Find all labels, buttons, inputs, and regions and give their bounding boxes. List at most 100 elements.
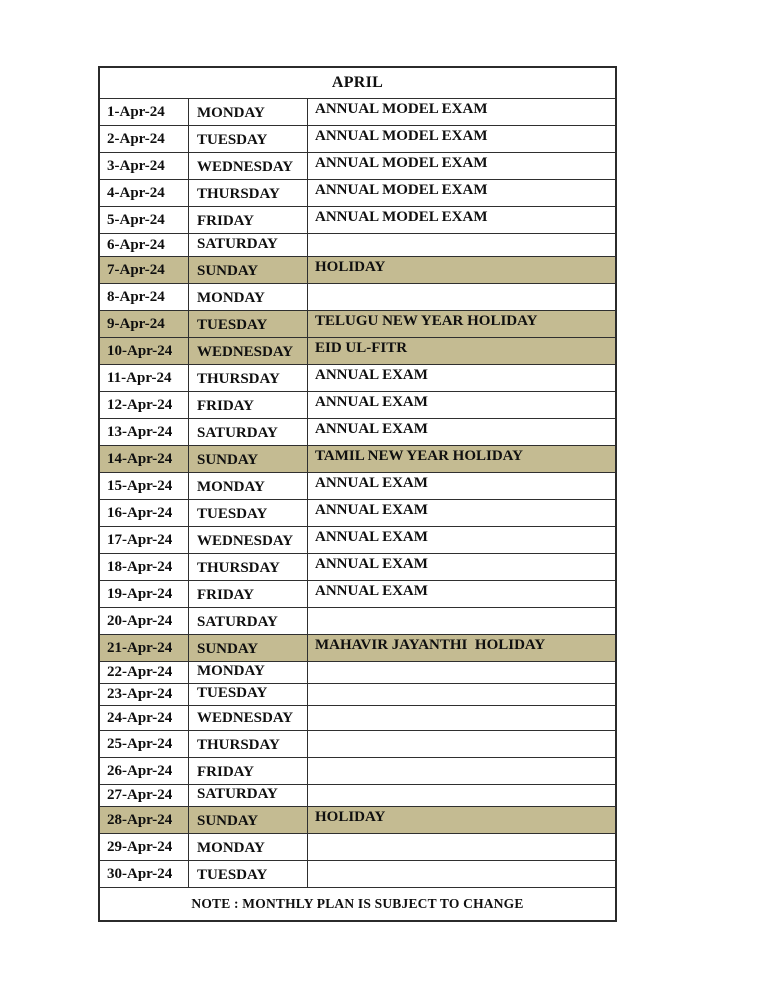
table-row: 20-Apr-24 SATURDAY (100, 607, 615, 634)
day-cell: MONDAY (188, 99, 307, 125)
date-cell: 26-Apr-24 (107, 762, 173, 779)
table-row: 3-Apr-24 WEDNESDAY ANNUAL MODEL EXAM (100, 152, 615, 179)
day-cell: TUESDAY (188, 311, 307, 337)
table-row: 1-Apr-24 MONDAY ANNUAL MODEL EXAM (100, 98, 615, 125)
date-cell: 10-Apr-24 (107, 342, 173, 359)
table-row: 28-Apr-24 SUNDAY HOLIDAY (100, 806, 615, 833)
day-cell: THURSDAY (188, 554, 307, 580)
date-cell: 9-Apr-24 (107, 315, 165, 332)
date-cell: 25-Apr-24 (107, 735, 173, 752)
date-cell: 8-Apr-24 (107, 288, 165, 305)
day-cell: WEDNESDAY (188, 338, 307, 364)
day-cell: SUNDAY (188, 446, 307, 472)
date-cell: 2-Apr-24 (107, 130, 165, 147)
event-cell: ANNUAL EXAM (307, 392, 615, 418)
event-cell: HOLIDAY (307, 807, 615, 833)
month-header-row: APRIL (100, 68, 615, 98)
table-row: 6-Apr-24 SATURDAY (100, 233, 615, 256)
date-cell: 30-Apr-24 (107, 865, 173, 882)
date-cell: 19-Apr-24 (107, 585, 173, 602)
table-row: 14-Apr-24 SUNDAY TAMIL NEW YEAR HOLIDAY (100, 445, 615, 472)
date-cell: 23-Apr-24 (107, 686, 173, 702)
day-cell: FRIDAY (188, 758, 307, 784)
table-row: 23-Apr-24 TUESDAY (100, 683, 615, 705)
table-row: 29-Apr-24 MONDAY (100, 833, 615, 860)
table-row: 30-Apr-24 TUESDAY (100, 860, 615, 887)
date-cell: 17-Apr-24 (107, 531, 173, 548)
table-row: 12-Apr-24 FRIDAY ANNUAL EXAM (100, 391, 615, 418)
event-cell: ANNUAL MODEL EXAM (307, 180, 615, 206)
table-row: 10-Apr-24 WEDNESDAY EID UL-FITR (100, 337, 615, 364)
day-cell: MONDAY (188, 473, 307, 499)
date-cell: 4-Apr-24 (107, 184, 165, 201)
date-cell: 1-Apr-24 (107, 103, 165, 120)
table-row: 18-Apr-24 THURSDAY ANNUAL EXAM (100, 553, 615, 580)
footer-note-row: NOTE : MONTHLY PLAN IS SUBJECT TO CHANGE (100, 887, 615, 920)
event-cell (307, 234, 615, 256)
day-cell: THURSDAY (188, 731, 307, 757)
date-cell: 13-Apr-24 (107, 423, 173, 440)
event-cell (307, 608, 615, 634)
day-cell: SUNDAY (188, 257, 307, 283)
table-row: 11-Apr-24 THURSDAY ANNUAL EXAM (100, 364, 615, 391)
event-cell: ANNUAL MODEL EXAM (307, 126, 615, 152)
day-cell: FRIDAY (188, 392, 307, 418)
table-row: 8-Apr-24 MONDAY (100, 283, 615, 310)
event-cell (307, 785, 615, 806)
date-cell: 11-Apr-24 (107, 369, 172, 386)
table-row: 22-Apr-24 MONDAY (100, 661, 615, 683)
day-cell: WEDNESDAY (188, 706, 307, 730)
event-cell: ANNUAL EXAM (307, 473, 615, 499)
table-row: 27-Apr-24 SATURDAY (100, 784, 615, 806)
day-cell: FRIDAY (188, 581, 307, 607)
day-cell: SATURDAY (188, 785, 307, 806)
date-cell: 6-Apr-24 (107, 236, 165, 253)
table-row: 13-Apr-24 SATURDAY ANNUAL EXAM (100, 418, 615, 445)
day-cell: TUESDAY (188, 500, 307, 526)
event-cell (307, 758, 615, 784)
table-row: 26-Apr-24 FRIDAY (100, 757, 615, 784)
table-row: 15-Apr-24 MONDAY ANNUAL EXAM (100, 472, 615, 499)
event-cell (307, 834, 615, 860)
date-cell: 20-Apr-24 (107, 612, 173, 629)
day-cell: THURSDAY (188, 180, 307, 206)
table-row: 7-Apr-24 SUNDAY HOLIDAY (100, 256, 615, 283)
event-cell: ANNUAL MODEL EXAM (307, 99, 615, 125)
date-cell: 15-Apr-24 (107, 477, 173, 494)
table-row: 24-Apr-24 WEDNESDAY (100, 705, 615, 730)
event-cell (307, 861, 615, 887)
event-cell: EID UL-FITR (307, 338, 615, 364)
date-cell: 3-Apr-24 (107, 157, 165, 174)
table-row: 19-Apr-24 FRIDAY ANNUAL EXAM (100, 580, 615, 607)
event-cell: ANNUAL EXAM (307, 419, 615, 445)
date-cell: 5-Apr-24 (107, 211, 165, 228)
date-cell: 14-Apr-24 (107, 450, 173, 467)
event-cell: ANNUAL EXAM (307, 581, 615, 607)
table-row: 4-Apr-24 THURSDAY ANNUAL MODEL EXAM (100, 179, 615, 206)
day-cell: WEDNESDAY (188, 527, 307, 553)
date-cell: 24-Apr-24 (107, 709, 173, 726)
event-cell (307, 284, 615, 310)
day-cell: TUESDAY (188, 684, 307, 705)
event-cell: ANNUAL MODEL EXAM (307, 207, 615, 233)
table-row: 5-Apr-24 FRIDAY ANNUAL MODEL EXAM (100, 206, 615, 233)
date-cell: 12-Apr-24 (107, 396, 173, 413)
monthly-plan-table: APRIL 1-Apr-24 MONDAY ANNUAL MODEL EXAM … (98, 66, 617, 922)
day-cell: SUNDAY (188, 807, 307, 833)
day-cell: SUNDAY (188, 635, 307, 661)
day-cell: SATURDAY (188, 419, 307, 445)
event-cell: ANNUAL MODEL EXAM (307, 153, 615, 179)
day-cell: TUESDAY (188, 126, 307, 152)
day-cell: MONDAY (188, 284, 307, 310)
event-cell: ANNUAL EXAM (307, 527, 615, 553)
date-cell: 21-Apr-24 (107, 639, 173, 656)
table-row: 2-Apr-24 TUESDAY ANNUAL MODEL EXAM (100, 125, 615, 152)
day-cell: FRIDAY (188, 207, 307, 233)
day-cell: TUESDAY (188, 861, 307, 887)
date-cell: 18-Apr-24 (107, 558, 173, 575)
event-cell: TAMIL NEW YEAR HOLIDAY (307, 446, 615, 472)
event-cell: TELUGU NEW YEAR HOLIDAY (307, 311, 615, 337)
month-title: APRIL (331, 74, 384, 91)
event-cell (307, 662, 615, 683)
